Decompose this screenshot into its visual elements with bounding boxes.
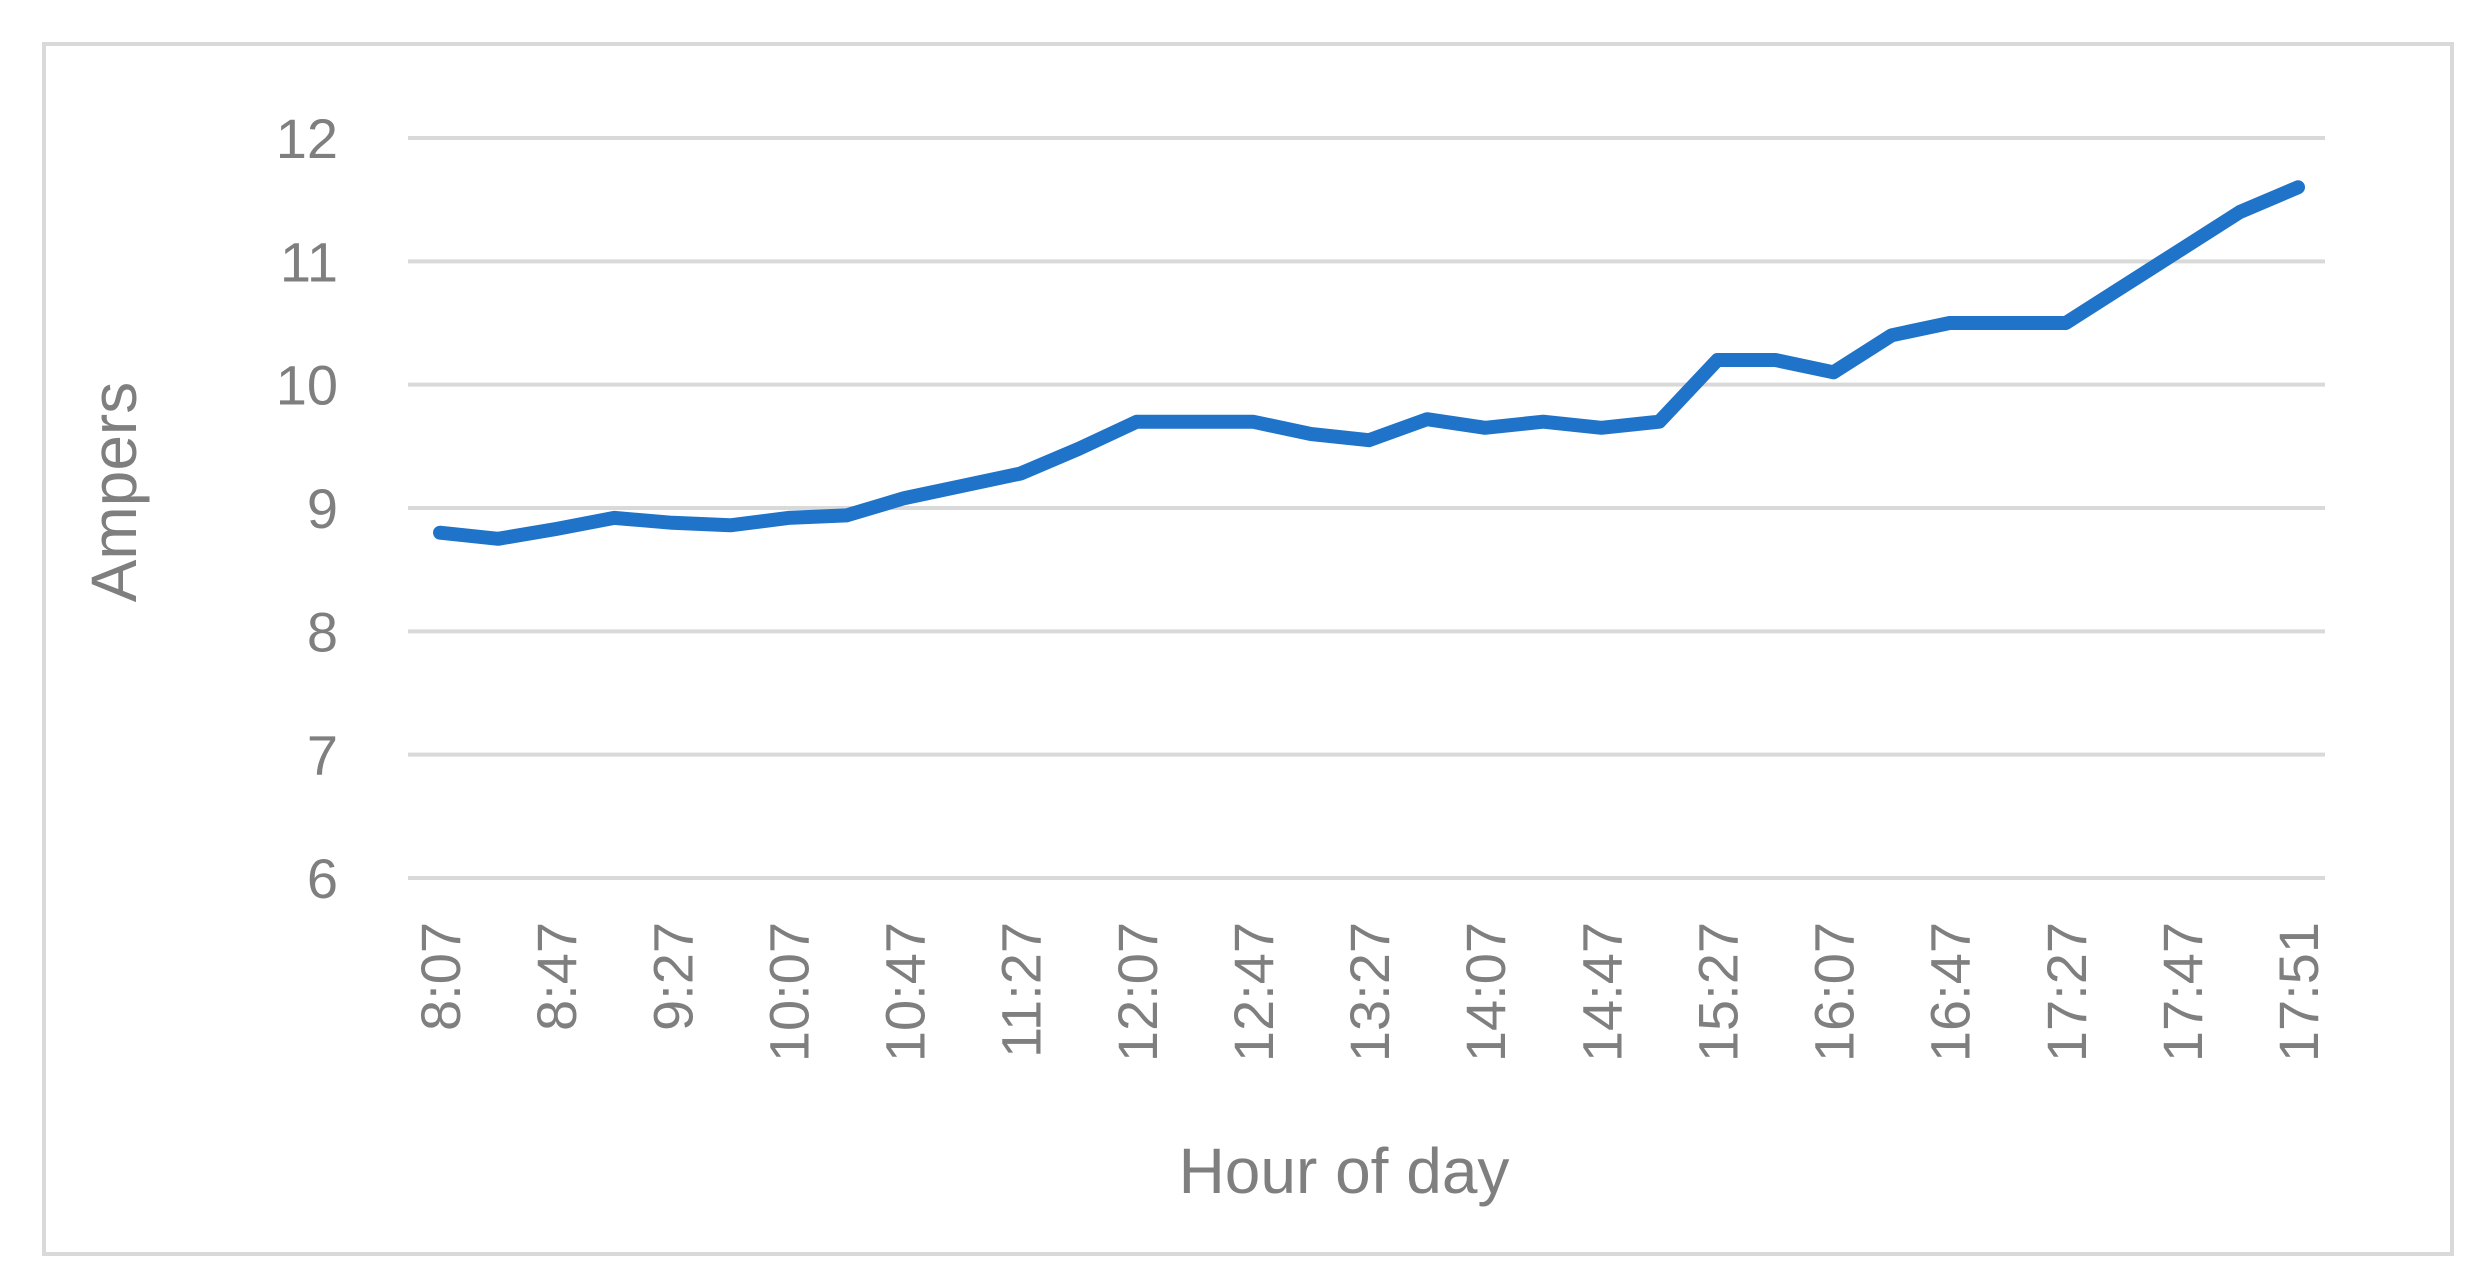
y-axis-tick-labels: 6 7 8 9 10 11 12 [276,107,338,910]
x-tick-label: 10:47 [874,922,937,1062]
x-tick-label: 14:07 [1454,922,1517,1062]
y-tick-label: 8 [307,600,338,663]
y-tick-label: 10 [276,354,338,417]
y-tick-label: 9 [307,477,338,540]
series-group [433,180,2305,546]
x-tick-label: 8:07 [409,922,472,1031]
x-tick-label: 12:47 [1222,922,1285,1062]
grid-lines [408,136,2325,880]
x-axis-title: Hour of day [1179,1135,1510,1207]
series-line [433,180,2305,546]
y-axis-title: Ampers [78,382,150,603]
x-tick-label: 14:47 [1570,922,1633,1062]
x-tick-label: 8:47 [525,922,588,1031]
y-tick-label: 7 [307,724,338,787]
x-tick-label: 16:47 [1919,922,1982,1062]
x-tick-label: 17:51 [2267,922,2330,1062]
y-tick-label: 11 [280,230,338,293]
x-tick-label: 9:27 [641,922,704,1031]
x-tick-label: 10:07 [757,922,820,1062]
x-tick-label: 17:47 [2151,922,2214,1062]
x-tick-label: 11:27 [990,922,1053,1058]
y-tick-label: 12 [276,107,338,170]
x-tick-label: 13:27 [1338,922,1401,1062]
x-tick-label: 15:27 [1686,922,1749,1062]
y-tick-label: 6 [307,847,338,910]
x-tick-label: 16:07 [1803,922,1866,1062]
x-tick-label: 12:07 [1106,922,1169,1062]
x-tick-label: 17:27 [2035,922,2098,1062]
x-axis-tick-labels: 8:07 8:47 9:27 10:07 10:47 11:27 12:07 12:47 13:… [409,922,2330,1062]
chart-frame [42,42,2454,1256]
